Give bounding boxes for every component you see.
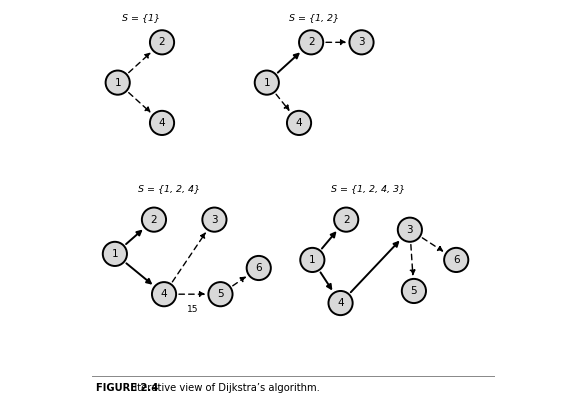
Circle shape — [255, 71, 279, 95]
Text: 6: 6 — [255, 263, 262, 273]
Circle shape — [287, 111, 311, 135]
Circle shape — [103, 242, 127, 266]
Text: 5: 5 — [411, 286, 417, 296]
Text: S = {1, 2, 4, 3}: S = {1, 2, 4, 3} — [331, 185, 406, 193]
Text: 3: 3 — [407, 225, 413, 235]
Text: 2: 2 — [159, 37, 165, 47]
Text: 6: 6 — [453, 255, 459, 265]
FancyArrowPatch shape — [410, 245, 415, 274]
FancyArrowPatch shape — [129, 53, 150, 73]
Circle shape — [105, 71, 130, 95]
Text: 1: 1 — [111, 249, 118, 259]
FancyArrowPatch shape — [233, 277, 245, 286]
Circle shape — [247, 256, 271, 280]
FancyArrowPatch shape — [276, 94, 289, 110]
Circle shape — [150, 111, 174, 135]
Circle shape — [334, 208, 358, 232]
Circle shape — [398, 218, 422, 242]
Circle shape — [152, 282, 176, 306]
Text: FIGURE 2.4: FIGURE 2.4 — [96, 383, 158, 393]
Text: 2: 2 — [308, 37, 315, 47]
Text: S = {1}: S = {1} — [122, 13, 160, 22]
Text: S = {1, 2}: S = {1, 2} — [289, 13, 339, 22]
FancyArrowPatch shape — [127, 263, 151, 283]
Text: 4: 4 — [296, 118, 302, 128]
Text: 3: 3 — [358, 37, 365, 47]
FancyArrowPatch shape — [172, 233, 205, 282]
FancyArrowPatch shape — [278, 54, 298, 73]
Circle shape — [349, 30, 374, 54]
FancyArrowPatch shape — [126, 231, 141, 244]
Text: 5: 5 — [217, 289, 224, 299]
Text: Iterative view of Dijkstra’s algorithm.: Iterative view of Dijkstra’s algorithm. — [125, 383, 319, 393]
Text: S = {1, 2, 4}: S = {1, 2, 4} — [138, 185, 200, 193]
Circle shape — [150, 30, 174, 54]
FancyArrowPatch shape — [129, 93, 150, 112]
Text: 4: 4 — [337, 298, 344, 308]
Text: 15: 15 — [186, 305, 198, 314]
Circle shape — [209, 282, 233, 306]
Circle shape — [299, 30, 323, 54]
Circle shape — [402, 279, 426, 303]
Text: 1: 1 — [309, 255, 316, 265]
FancyArrowPatch shape — [351, 242, 398, 292]
Text: 1: 1 — [264, 78, 270, 87]
Circle shape — [142, 208, 166, 232]
Circle shape — [300, 248, 325, 272]
FancyArrowPatch shape — [179, 292, 204, 297]
FancyArrowPatch shape — [326, 40, 345, 45]
Text: 2: 2 — [343, 215, 349, 224]
Text: 3: 3 — [211, 215, 218, 224]
Text: 2: 2 — [151, 215, 157, 224]
Text: 4: 4 — [159, 118, 165, 128]
Text: 1: 1 — [114, 78, 121, 87]
Circle shape — [444, 248, 468, 272]
FancyArrowPatch shape — [321, 272, 331, 289]
Text: 4: 4 — [161, 289, 168, 299]
FancyArrowPatch shape — [423, 238, 442, 251]
Circle shape — [202, 208, 227, 232]
FancyArrowPatch shape — [322, 233, 335, 249]
Circle shape — [329, 291, 353, 315]
